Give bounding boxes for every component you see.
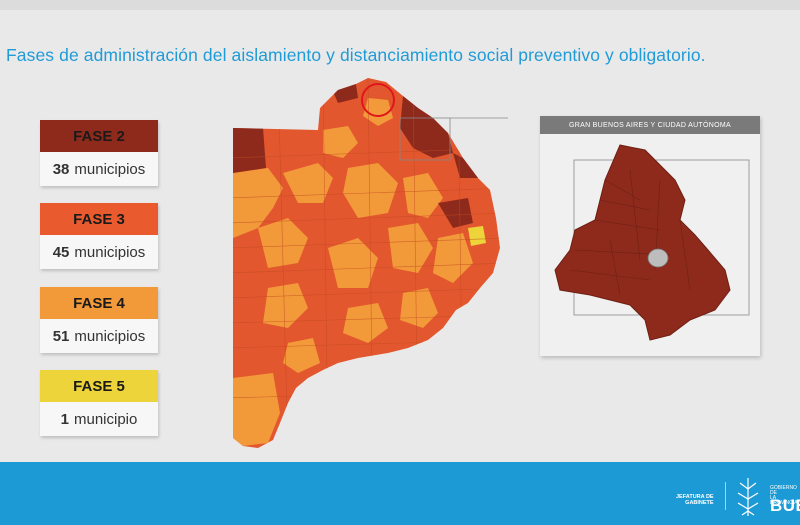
legend-count-number: 51 bbox=[52, 327, 70, 345]
footer-gob-line2: LA PROVINCIA bbox=[770, 495, 798, 506]
legend-count: 51 municipios bbox=[40, 319, 158, 353]
legend-count: 38 municipios bbox=[40, 152, 158, 186]
legend-count: 45 municipios bbox=[40, 235, 158, 269]
highlight-circle bbox=[361, 83, 395, 117]
footer-brand: BUEN bbox=[770, 496, 800, 515]
top-bar bbox=[0, 0, 800, 10]
footer-gobierno-text: GOBIERNO DE LA PROVINCIA bbox=[770, 486, 800, 506]
map-fase-5-region bbox=[468, 226, 486, 246]
footer-jefatura-text: JEFATURA DE GABINETE bbox=[676, 494, 714, 506]
legend-count-number: 38 bbox=[52, 160, 70, 178]
legend-fase-5: FASE 5 1 municipio bbox=[40, 370, 158, 436]
footer-gob-line1: GOBIERNO DE bbox=[770, 485, 797, 496]
slide-title: Fases de administración del aislamiento … bbox=[6, 45, 706, 65]
map-fase-4-regions bbox=[233, 98, 473, 446]
caba-region bbox=[647, 248, 669, 268]
legend-count-unit: municipios bbox=[74, 327, 146, 345]
legend-count: 1 municipio bbox=[40, 402, 158, 436]
footer-divider bbox=[725, 482, 726, 510]
legend-count-unit: municipios bbox=[74, 243, 146, 261]
legend-phase-label: FASE 3 bbox=[40, 203, 158, 235]
legend-fase-2: FASE 2 38 municipios bbox=[40, 120, 158, 186]
legend-count-number: 1 bbox=[60, 410, 69, 428]
legend-phase-label: FASE 2 bbox=[40, 120, 158, 152]
footer-bar bbox=[0, 462, 800, 525]
legend-count-unit: municipio bbox=[73, 410, 138, 428]
province-map bbox=[233, 78, 508, 448]
legend-count-unit: municipios bbox=[74, 160, 146, 178]
footer-jefatura-line1: JEFATURA DE bbox=[676, 494, 714, 500]
zoom-box bbox=[399, 117, 451, 161]
footer-jefatura-line2: GABINETE bbox=[685, 500, 714, 506]
legend-fase-3: FASE 3 45 municipios bbox=[40, 203, 158, 269]
legend-fase-4: FASE 4 51 municipios bbox=[40, 287, 158, 353]
inset-panel: GRAN BUENOS AIRES Y CIUDAD AUTÓNOMA bbox=[540, 116, 760, 356]
legend-phase-label: FASE 4 bbox=[40, 287, 158, 319]
gba-region bbox=[554, 144, 731, 341]
inset-map bbox=[554, 144, 750, 341]
province-logo-icon bbox=[737, 478, 759, 516]
inset-header: GRAN BUENOS AIRES Y CIUDAD AUTÓNOMA bbox=[540, 116, 760, 134]
legend-count-number: 45 bbox=[52, 243, 70, 261]
legend-phase-label: FASE 5 bbox=[40, 370, 158, 402]
